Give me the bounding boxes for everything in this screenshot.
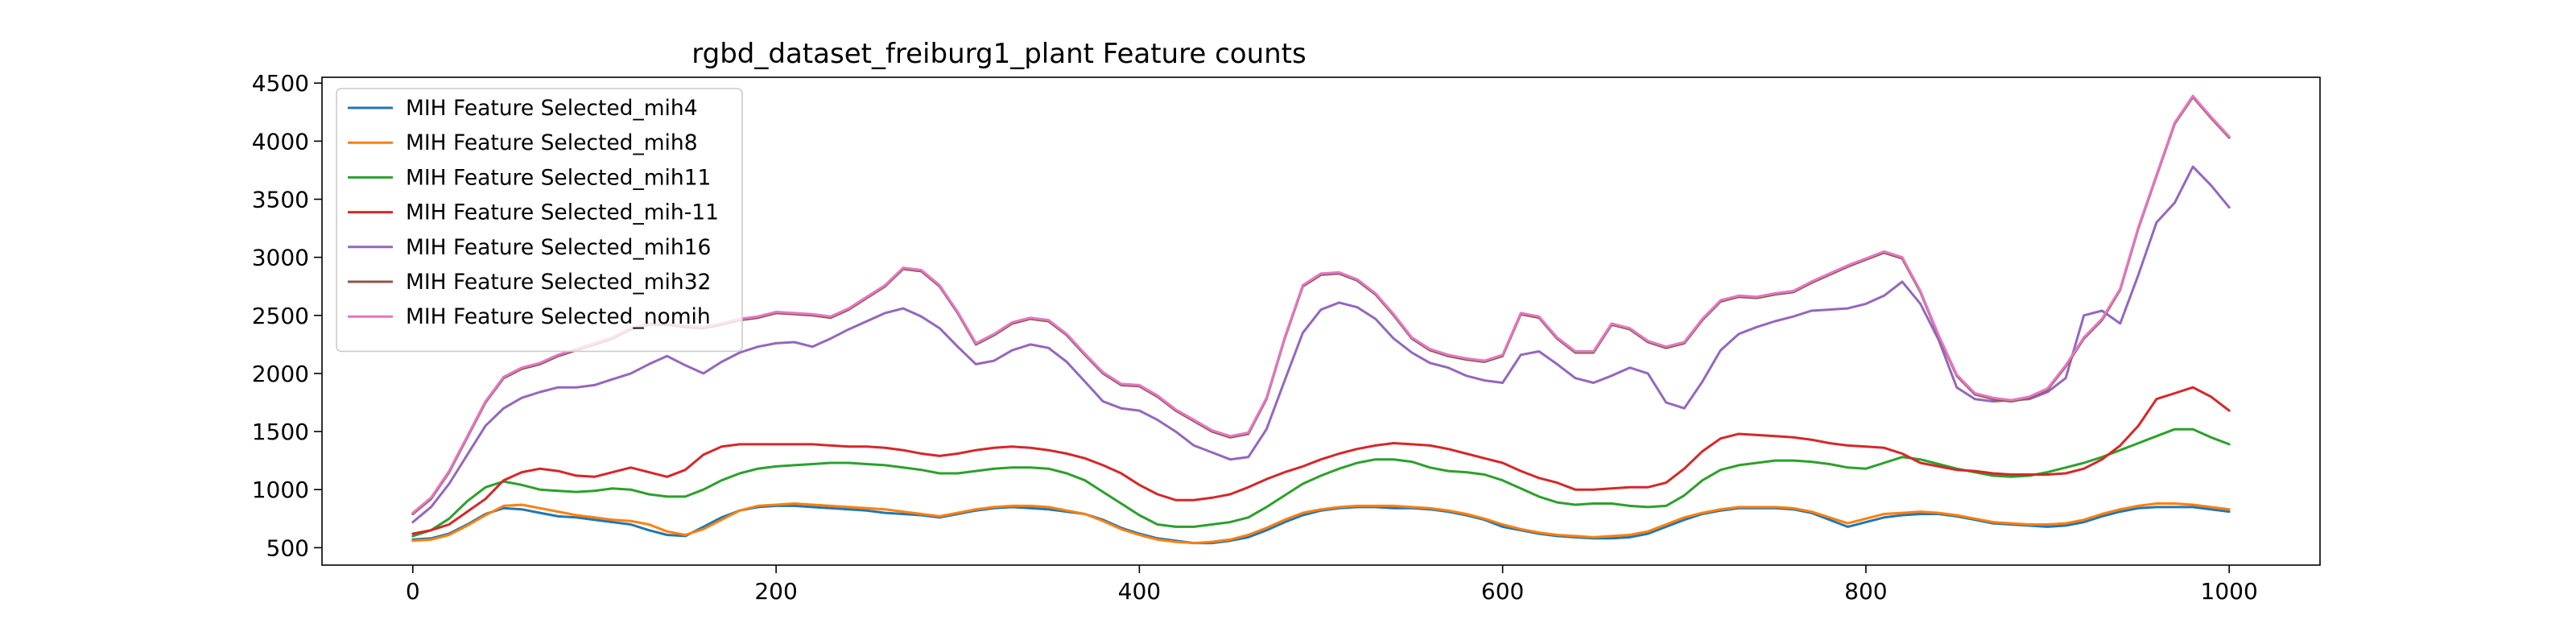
x-tick-label-4: 800 [1844,578,1887,605]
x-tick-label-0: 0 [406,578,420,605]
series-line-2 [411,427,2231,538]
legend-label-1: MIH Feature Selected_mih8 [406,130,698,155]
x-tick-label-1: 200 [754,578,797,605]
legend-box [336,88,743,353]
legend-label-6: MIH Feature Selected_nomih [406,304,711,329]
y-tick-label-8: 4500 [252,70,309,97]
legend-label-5: MIH Feature Selected_mih32 [406,270,711,295]
legend: MIH Feature Selected_mih4 MIH Feature Sel… [336,88,743,353]
series-line-3 [411,386,2231,535]
x-tick-label-5: 1000 [2201,578,2258,605]
series-line-4 [411,165,2231,524]
y-tick-label-6: 3500 [252,187,309,213]
y-tick-label-7: 4000 [252,128,309,155]
x-tick-label-2: 400 [1118,578,1161,605]
legend-label-0: MIH Feature Selected_mih4 [406,96,698,121]
y-tick-label-0: 500 [266,535,309,561]
chart-title: rgbd_dataset_freiburg1_plant Feature cou… [691,38,1306,70]
series-line-1 [411,502,2231,545]
y-tick-label-2: 1500 [252,419,309,445]
axis-ticks: 0 200 400 600 800 1000 500 1000 1500 2000 2500 3000… [252,70,2258,605]
y-tick-label-3: 2000 [252,361,309,387]
x-tick-label-3: 600 [1481,578,1524,605]
legend-label-4: MIH Feature Selected_mih16 [406,235,711,260]
y-tick-label-5: 3000 [252,245,309,271]
plot-frame [321,76,2321,566]
y-tick-label-1: 1000 [252,477,309,503]
legend-label-3: MIH Feature Selected_mih-11 [406,200,719,225]
y-tick-label-4: 2500 [252,303,309,329]
legend-label-2: MIH Feature Selected_mih11 [406,165,711,190]
